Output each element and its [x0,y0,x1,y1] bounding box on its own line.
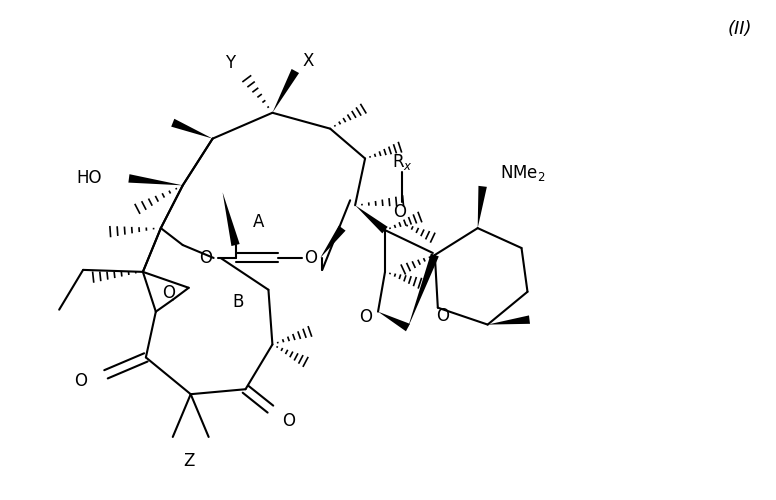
Text: O: O [436,306,449,324]
Text: O: O [74,372,88,390]
Text: Z: Z [183,452,195,470]
Polygon shape [171,119,213,139]
Polygon shape [223,192,240,246]
Text: O: O [282,412,295,430]
Text: B: B [233,292,244,310]
Polygon shape [487,316,530,324]
Polygon shape [355,205,388,234]
Polygon shape [408,254,438,328]
Text: HO: HO [76,170,102,188]
Text: NMe$_2$: NMe$_2$ [500,164,545,184]
Text: O: O [359,308,372,326]
Polygon shape [478,186,487,228]
Text: O: O [199,249,212,267]
Text: O: O [303,249,317,267]
Text: O: O [162,284,175,302]
Polygon shape [128,174,182,186]
Text: R$_x$: R$_x$ [392,152,412,172]
Text: O: O [393,203,407,221]
Text: (II): (II) [728,20,752,38]
Polygon shape [378,312,410,332]
Text: X: X [303,52,314,70]
Polygon shape [320,226,345,258]
Text: Y: Y [226,54,236,72]
Text: A: A [253,213,264,231]
Polygon shape [272,69,299,113]
